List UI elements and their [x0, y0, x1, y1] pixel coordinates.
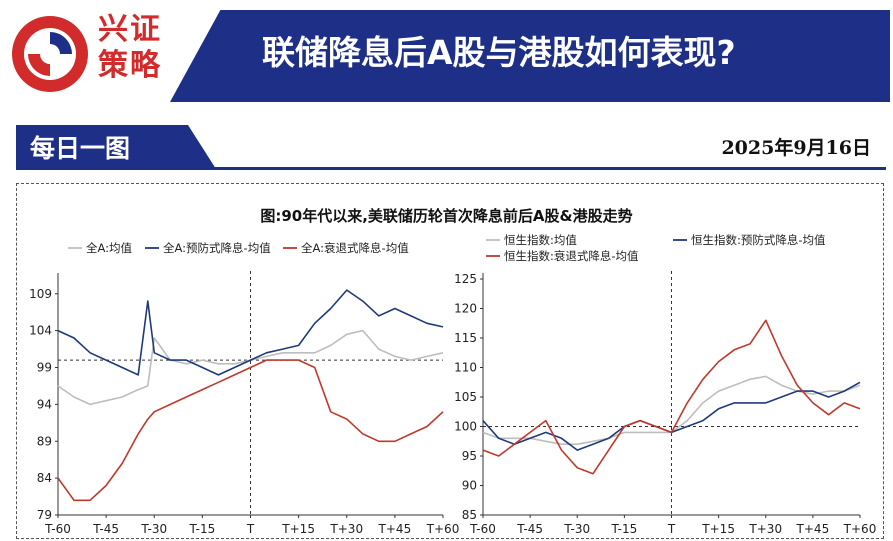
legend-label: 全A:预防式降息-均值 — [163, 241, 271, 255]
y-tick-label: 95 — [462, 449, 477, 463]
y-tick-label: 125 — [454, 272, 477, 286]
series-line-1 — [57, 329, 444, 406]
publish-date: 2025年9月16日 — [721, 137, 871, 159]
figure-title: 图:90年代以来,美联储历轮首次降息前后A股&港股走势 — [260, 207, 633, 225]
y-tick-label: 84 — [37, 471, 52, 485]
legend-label: 恒生指数:预防式降息-均值 — [691, 233, 826, 247]
x-tick-label: T-45 — [516, 522, 543, 536]
y-tick-label: 110 — [454, 361, 477, 375]
brand-line2: 策略 — [98, 48, 162, 83]
x-tick-label: T-60 — [469, 522, 496, 536]
y-tick-label: 109 — [29, 287, 52, 301]
section-tag-label: 每日一图 — [30, 134, 131, 163]
logo-icon — [12, 16, 88, 92]
x-tick-label: T-30 — [140, 522, 167, 536]
brand-name: 兴证 策略 — [98, 12, 162, 84]
y-tick-label: 89 — [37, 434, 52, 448]
x-tick-label: T — [246, 522, 255, 536]
section-divider — [16, 167, 886, 170]
y-tick-label: 79 — [37, 508, 52, 522]
x-tick-label: T+30 — [329, 522, 363, 536]
y-tick-label: 99 — [37, 361, 52, 375]
y-tick-label: 85 — [462, 508, 477, 522]
x-tick-label: T-30 — [563, 522, 590, 536]
figure-frame — [16, 183, 884, 539]
x-tick-label: T+45 — [378, 522, 412, 536]
x-tick-label: T+45 — [796, 522, 830, 536]
legend-label: 恒生指数:衰退式降息-均值 — [504, 249, 639, 263]
y-tick-label: 90 — [462, 479, 477, 493]
x-tick-label: T+60 — [843, 522, 877, 536]
brand-line1: 兴证 — [98, 12, 162, 47]
x-tick-label: T+15 — [701, 522, 735, 536]
header: 兴证 策略 联储降息后A股与港股如何表现? — [0, 0, 893, 112]
y-tick-label: 104 — [29, 324, 52, 338]
logo-swirl — [50, 32, 72, 54]
legend-label: 全A:均值 — [86, 241, 133, 255]
logo-swirl-red — [28, 54, 50, 76]
series-line-3 — [57, 359, 444, 502]
legend-label: 全A:衰退式降息-均值 — [301, 241, 409, 255]
section-tag — [16, 125, 216, 169]
y-tick-label: 94 — [37, 397, 52, 411]
y-tick-label: 115 — [454, 331, 477, 345]
x-tick-label: T-15 — [610, 522, 637, 536]
x-tick-label: T+60 — [426, 522, 460, 536]
x-tick-label: T-60 — [44, 522, 71, 536]
title-banner — [170, 10, 890, 102]
x-tick-label: T+30 — [748, 522, 782, 536]
series-line-3 — [482, 319, 861, 475]
x-tick-label: T-45 — [92, 522, 119, 536]
y-tick-label: 105 — [454, 390, 477, 404]
page-title: 联储降息后A股与港股如何表现? — [262, 33, 736, 72]
y-tick-label: 120 — [454, 302, 477, 316]
legend-label: 恒生指数:均值 — [504, 233, 577, 247]
x-tick-label: T+15 — [281, 522, 315, 536]
x-tick-label: T-15 — [188, 522, 215, 536]
series-line-2 — [57, 289, 444, 376]
x-tick-label: T — [667, 522, 676, 536]
y-tick-label: 100 — [454, 420, 477, 434]
